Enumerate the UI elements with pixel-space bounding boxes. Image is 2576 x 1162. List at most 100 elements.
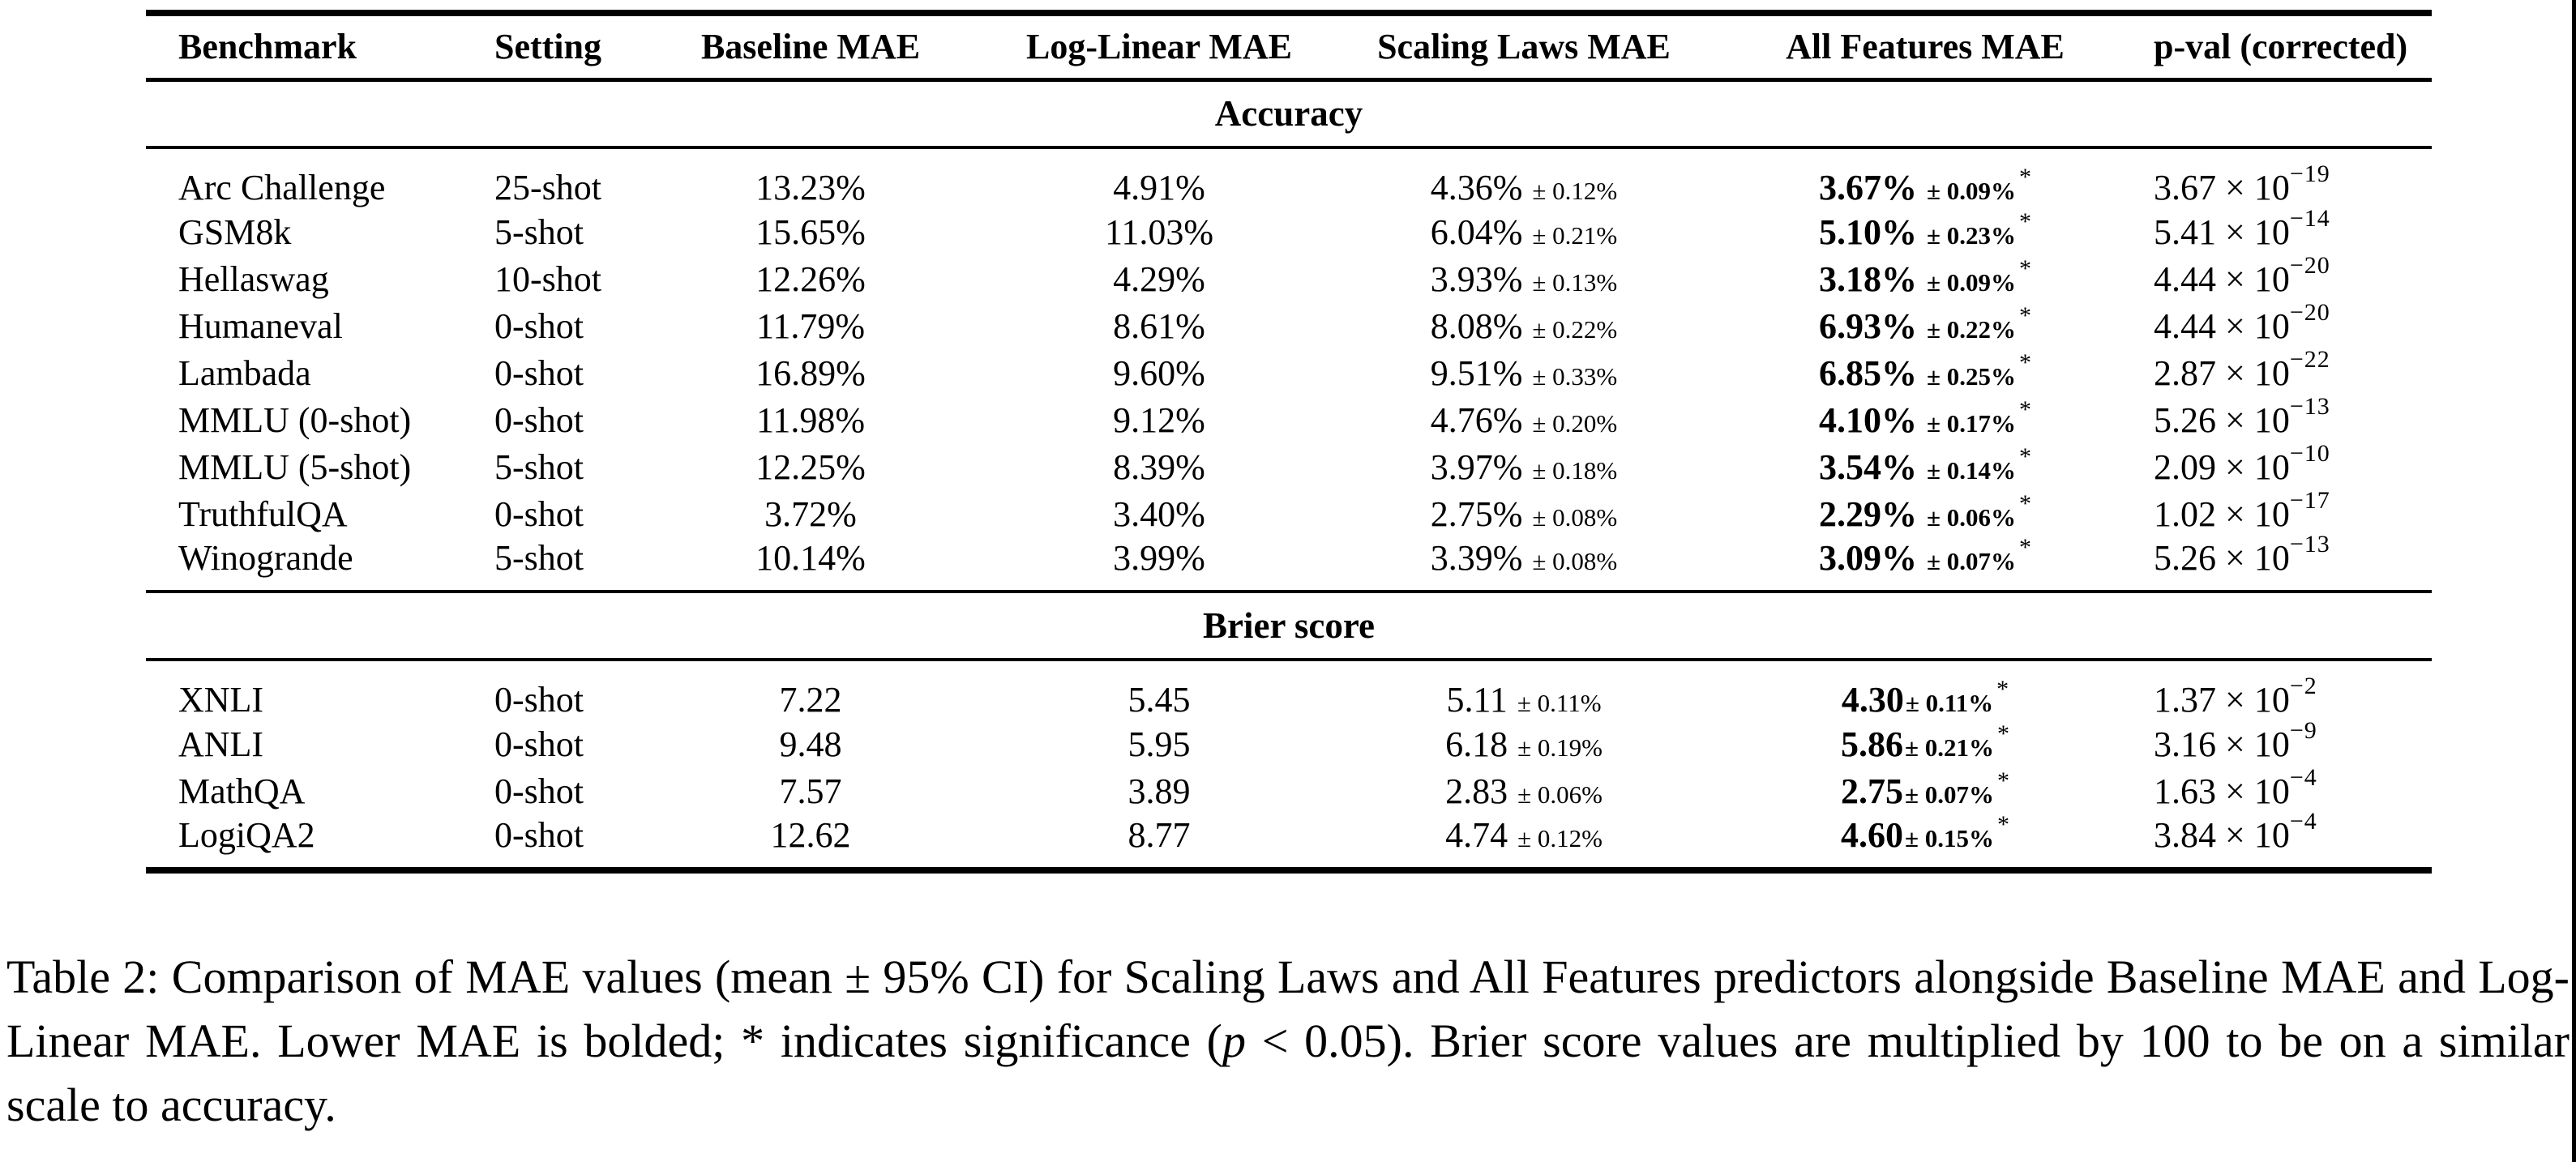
col-header-all-features-mae: All Features MAE (1786, 27, 2065, 67)
pval-cell: 4.44 × 10−20 (2152, 253, 2432, 302)
pval-exponent: −10 (2289, 439, 2330, 467)
best-value: 4.30 (1841, 680, 1904, 720)
pval-cell: 1.63 × 10−4 (2152, 765, 2432, 814)
loglinear-mae-cell: 8.61% (1113, 305, 1205, 346)
scaling-ci: ± 0.08% (1532, 547, 1618, 575)
pval-base: 2.09 × 10 (2154, 446, 2290, 487)
setting-cell: 0-shot (494, 305, 584, 346)
table-row: ANLI 0-shot 9.48 5.95 6.18 ± 0.19% 5.86± … (146, 716, 2432, 767)
scaling-value: 4.74 (1445, 815, 1508, 855)
scaling-ci: ± 0.13% (1532, 267, 1618, 297)
section-label-accuracy: Accuracy (1214, 93, 1363, 135)
best-ci: ± 0.17% (1926, 408, 2016, 438)
loglinear-mae-cell: 8.39% (1113, 446, 1205, 487)
table-row: Lambada 0-shot 16.89% 9.60% 9.51% ± 0.33%… (146, 347, 2432, 396)
brier-rows: XNLI 0-shot 7.22 5.45 5.11 ± 0.11% 4.30± … (146, 660, 2432, 870)
table-row: Hellaswag 10-shot 12.26% 4.29% 3.93% ± 0.… (146, 253, 2432, 302)
scaling-laws-mae-cell: 4.74 ± 0.12% (1350, 814, 1698, 870)
scaling-ci: ± 0.19% (1517, 733, 1603, 762)
scaling-laws-mae-cell: 3.97% ± 0.18% (1350, 443, 1698, 490)
best-value: 5.10% (1818, 211, 1917, 252)
scaling-ci: ± 0.22% (1532, 314, 1618, 344)
setting-cell: 0-shot (494, 815, 584, 855)
pval-cell: 5.26 × 10−13 (2152, 392, 2432, 443)
best-ci: ± 0.23% (1926, 220, 2016, 250)
loglinear-mae-cell: 3.99% (1113, 538, 1205, 578)
scaling-laws-mae-cell: 3.39% ± 0.08% (1350, 537, 1698, 592)
baseline-mae-cell: 12.26% (755, 258, 866, 299)
pval-base: 3.84 × 10 (2154, 815, 2290, 855)
scaling-ci: ± 0.08% (1532, 502, 1618, 532)
pval-base: 1.02 × 10 (2154, 493, 2290, 534)
benchmark-cell: MMLU (5-shot) (178, 446, 412, 487)
all-features-mae-cell: 5.10% ± 0.23% * (1698, 208, 2152, 255)
pval-cell: 4.44 × 10−20 (2152, 300, 2432, 349)
setting-cell: 0-shot (494, 771, 584, 811)
pval-exponent: −2 (2289, 673, 2317, 699)
best-value: 3.09% (1818, 538, 1917, 578)
baseline-mae-cell: 3.72% (764, 493, 857, 534)
setting-cell: 5-shot (494, 446, 584, 487)
best-ci: ± 0.22% (1926, 314, 2016, 344)
setting-cell: 5-shot (494, 538, 584, 578)
pval-exponent: −9 (2289, 716, 2317, 744)
pval-exponent: −13 (2289, 392, 2330, 420)
col-header-pval: p-val (corrected) (2154, 27, 2408, 67)
best-ci: ± 0.11% (1905, 689, 1994, 717)
scaling-value: 4.36% (1430, 168, 1523, 207)
setting-cell: 0-shot (494, 680, 584, 720)
benchmark-cell: TruthfulQA (178, 493, 348, 534)
scaling-value: 8.08% (1430, 305, 1523, 346)
scaling-laws-mae-cell: 6.18 ± 0.19% (1350, 720, 1698, 767)
pval-exponent: −4 (2289, 808, 2317, 835)
benchmark-cell: GSM8k (178, 211, 292, 252)
pval-exponent: −19 (2289, 160, 2330, 187)
table-row: TruthfulQA 0-shot 3.72% 3.40% 2.75% ± 0.0… (146, 488, 2432, 537)
baseline-mae-cell: 7.57 (779, 771, 842, 811)
pval-base: 5.26 × 10 (2154, 399, 2290, 440)
best-value: 2.29% (1818, 493, 1917, 534)
best-ci: ± 0.15% (1904, 824, 1994, 852)
scaling-laws-mae-cell: 6.04% ± 0.21% (1350, 208, 1698, 255)
loglinear-mae-cell: 5.45 (1128, 680, 1191, 720)
significance-star: * (2019, 348, 2031, 376)
pval-base: 1.63 × 10 (2154, 771, 2290, 811)
pval-exponent: −13 (2289, 531, 2330, 558)
table-header: Benchmark Setting Baseline MAE Log-Linea… (146, 13, 2432, 79)
section-label-brier: Brier score (1203, 605, 1375, 646)
baseline-mae-cell: 13.23% (755, 168, 866, 207)
all-features-mae-cell: 6.85% ± 0.25% * (1698, 349, 2152, 396)
best-value: 3.18% (1818, 258, 1917, 299)
all-features-mae-cell: 2.29% ± 0.06% * (1698, 490, 2152, 537)
best-ci: ± 0.14% (1926, 455, 2016, 485)
accuracy-section-header: Accuracy (146, 79, 2432, 147)
significance-star: * (2019, 489, 2031, 517)
all-features-mae-cell: 3.18% ± 0.09% * (1698, 255, 2152, 302)
col-header-baseline-mae: Baseline MAE (700, 27, 921, 67)
best-ci: ± 0.09% (1926, 177, 2016, 205)
all-features-mae-cell: 2.75± 0.07% * (1698, 767, 2152, 814)
significance-star: * (1997, 720, 2009, 747)
all-features-mae-cell: 3.09% ± 0.07% * (1698, 536, 2152, 592)
loglinear-mae-cell: 4.29% (1113, 258, 1205, 299)
all-features-mae-cell: 5.86± 0.21% * (1698, 720, 2152, 767)
scaling-laws-mae-cell: 5.11 ± 0.11% (1350, 660, 1698, 720)
scaling-ci: ± 0.12% (1517, 824, 1603, 852)
scaling-ci: ± 0.06% (1517, 780, 1603, 809)
best-value: 4.10% (1818, 399, 1917, 440)
section-label-brier-row: Brier score (146, 592, 2432, 660)
scaling-laws-mae-cell: 9.51% ± 0.33% (1350, 349, 1698, 396)
scaling-laws-mae-cell: 2.75% ± 0.08% (1350, 490, 1698, 537)
setting-cell: 5-shot (494, 211, 584, 252)
caption-text-2: < 0.05). Brier score values are multipli… (6, 1015, 2570, 1131)
loglinear-mae-cell: 3.40% (1113, 493, 1205, 534)
caption-text-1: Table 2: Comparison of MAE values (mean … (6, 951, 2570, 1067)
baseline-mae-cell: 11.98% (755, 399, 866, 440)
significance-star: * (1996, 676, 2009, 703)
best-value: 6.93% (1818, 305, 1917, 346)
scaling-laws-mae-cell: 3.93% ± 0.13% (1350, 255, 1698, 302)
pval-base: 1.37 × 10 (2154, 680, 2290, 720)
pval-cell: 1.02 × 10−17 (2152, 488, 2432, 537)
all-features-mae-cell: 4.60± 0.15% * (1698, 813, 2152, 870)
